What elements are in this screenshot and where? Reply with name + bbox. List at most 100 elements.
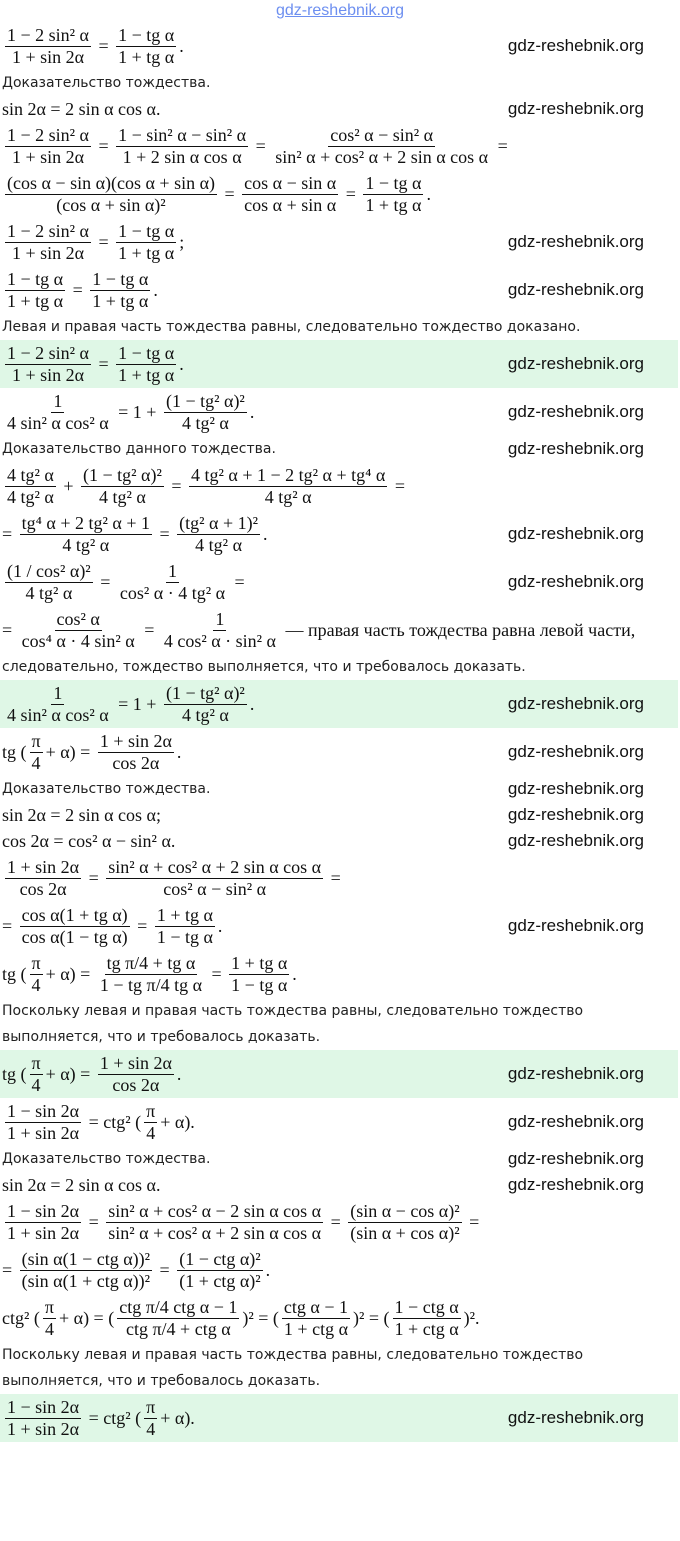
fraction-denominator: cos α + sin α: [244, 194, 337, 215]
formula-text: =: [464, 1211, 480, 1232]
explanation-text-content: Доказательство тождества.: [2, 75, 211, 91]
fraction-denominator: (sin α(1 + ctg α))²: [21, 1270, 151, 1291]
fraction-numerator: (1 − tg² α)²: [80, 464, 164, 487]
fraction: 1 − sin 2α 1 + sin 2α: [5, 1397, 82, 1440]
fraction-denominator: (1 + ctg α)²: [179, 1270, 261, 1291]
formula-text: ;: [179, 231, 185, 252]
fraction-numerator: 1 − sin 2α: [5, 1100, 82, 1123]
fraction-denominator: cos⁴ α · 4 sin² α: [21, 630, 135, 651]
fraction: 1 cos² α · 4 tg² α: [118, 561, 227, 604]
watermark: gdz-reshebnik.org: [507, 779, 644, 798]
fraction-numerator: 1 − sin² α − sin² α: [116, 124, 249, 147]
formula-text: = ctg² (: [84, 1111, 142, 1132]
explanation-text: Доказательство данного тождества. gdz-res…: [2, 436, 678, 462]
fraction-numerator: cos² α − sin² α: [328, 124, 436, 147]
fraction-denominator: 4: [146, 1418, 156, 1439]
watermark: gdz-reshebnik.org: [507, 1112, 644, 1131]
formula-text: + α) =: [45, 1063, 95, 1084]
fraction: (1 − tg² α)² 4 tg² α: [163, 390, 247, 434]
formula-text: =: [207, 963, 227, 984]
formula-text: +: [58, 475, 78, 496]
fraction-numerator: 1 − ctg α: [392, 1296, 461, 1319]
fraction: ctg π/4 ctg α − 1 ctg π/4 + ctg α: [117, 1297, 240, 1340]
fraction: cos α(1 + tg α) cos α(1 − tg α): [19, 905, 130, 948]
fraction-denominator: 4: [31, 752, 41, 773]
explanation-text: выполняется, что и требовалось доказать.: [2, 1368, 678, 1394]
formula-line: 1 − sin 2α 1 + sin 2α = sin² α + cos² α −…: [2, 1198, 678, 1246]
fraction-denominator: 1 − tg π/4 tg α: [99, 974, 203, 995]
fraction-numerator: sin² α + cos² α − 2 sin α cos α: [106, 1200, 324, 1223]
fraction-numerator: (1 − tg² α)²: [163, 390, 247, 413]
fraction: (1 − ctg α)² (1 + ctg α)²: [177, 1248, 263, 1292]
fraction-denominator: 1 + tg α: [365, 194, 422, 215]
fraction-numerator: (1 − ctg α)²: [177, 1248, 263, 1271]
watermark: gdz-reshebnik.org: [507, 1149, 644, 1168]
fraction-numerator: 1 − 2 sin² α: [5, 124, 91, 147]
formula-text: .: [176, 741, 182, 762]
formula-text: .: [179, 353, 184, 374]
fraction-numerator: 1 − 2 sin² α: [5, 24, 91, 47]
explanation-text-content: Левая и правая часть тождества равны, сл…: [2, 319, 581, 335]
fraction-numerator: 1 + tg α: [154, 904, 215, 927]
formula-text: )².: [463, 1307, 480, 1328]
formula-text: sin 2α = 2 sin α cos α.: [2, 98, 161, 119]
formula-text: = 1 +: [113, 693, 161, 714]
fraction-numerator: 4 tg² α: [5, 464, 56, 487]
fraction-denominator: 1 − tg α: [156, 926, 213, 947]
fraction: (1 / cos² α)² 4 tg² α: [5, 561, 93, 604]
fraction-numerator: 1 − 2 sin² α: [5, 342, 91, 365]
formula-text: =: [2, 523, 17, 544]
fraction-denominator: cos 2α: [19, 878, 67, 899]
fraction: cos² α cos⁴ α · 4 sin² α: [20, 609, 137, 652]
formula-text: =: [95, 571, 115, 592]
fraction-denominator: 4: [31, 1074, 41, 1095]
fraction-denominator: 4 tg² α: [264, 486, 312, 507]
formula-text: =: [93, 353, 114, 374]
fraction-numerator: 1: [51, 682, 65, 705]
fraction-denominator: 4 sin² α cos² α: [7, 412, 109, 433]
watermark: gdz-reshebnik.org: [507, 1408, 644, 1427]
fraction-numerator: tg π/4 + tg α: [104, 952, 198, 975]
fraction-denominator: (sin α + cos α)²: [350, 1222, 460, 1243]
top-watermark: gdz-reshebnik.org: [275, 2, 405, 19]
formula-text: .: [292, 963, 297, 984]
fraction-numerator: 4 tg² α + 1 − 2 tg² α + tg⁴ α: [189, 464, 388, 487]
explanation-text-content: Доказательство тождества.: [2, 1151, 211, 1167]
fraction-denominator: 4 tg² α: [195, 534, 242, 555]
fraction-denominator: 1 + sin 2α: [7, 1418, 80, 1439]
watermark: gdz-reshebnik.org: [507, 524, 644, 543]
formula-text: + α) = (: [58, 1307, 115, 1328]
fraction-denominator: ctg π/4 + ctg α: [125, 1318, 231, 1339]
watermark: gdz-reshebnik.org: [507, 694, 644, 713]
fraction-numerator: (sin α(1 − ctg α))²: [19, 1248, 153, 1271]
formula-text: .: [249, 693, 255, 714]
fraction-denominator: 1 + tg α: [118, 46, 175, 67]
fraction-numerator: π: [29, 1052, 43, 1075]
fraction: (tg² α + 1)² 4 tg² α: [177, 513, 261, 556]
fraction-denominator: 1 + sin 2α: [7, 1222, 80, 1243]
fraction-denominator: 4: [44, 1318, 54, 1339]
watermark: gdz-reshebnik.org: [507, 805, 644, 824]
explanation-text-content: выполняется, что и требовалось доказать.: [2, 1373, 321, 1389]
explanation-text: выполняется, что и требовалось доказать.: [2, 1024, 678, 1050]
watermark: gdz-reshebnik.org: [507, 36, 644, 55]
exercise-block: 1 − sin 2α 1 + sin 2α = ctg² (π 4 + α). gdz-…: [0, 1098, 678, 1442]
formula-line: (1 / cos² α)² 4 tg² α = 1 cos² α · 4 tg² α…: [2, 558, 678, 606]
watermark: gdz-reshebnik.org: [507, 402, 644, 421]
formula-text: =: [84, 1211, 104, 1232]
formula-line: (cos α − sin α)(cos α + sin α) (cos α + s…: [2, 170, 678, 218]
formula-text: =: [220, 183, 240, 204]
